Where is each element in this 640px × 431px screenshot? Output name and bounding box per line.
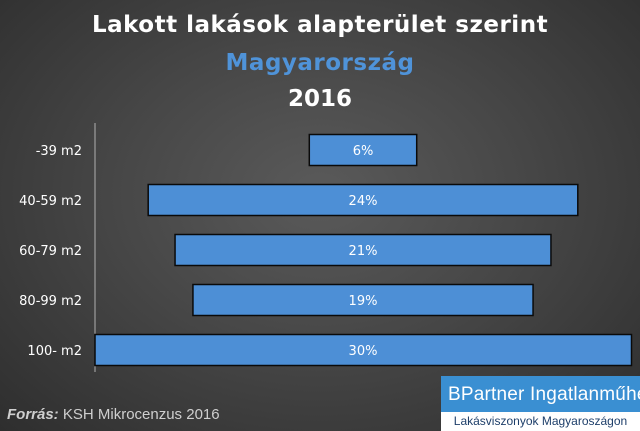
brand-tagline: Lakásviszonyok Magyaroszágon <box>441 412 640 431</box>
bar-3 <box>192 283 534 317</box>
category-label-3: 80-99 m2 <box>19 294 82 309</box>
chart-subtitle-country: Magyarország <box>225 50 415 76</box>
data-label-3: 19% <box>349 294 378 309</box>
source-label: Forrás: <box>7 406 59 423</box>
bar-4 <box>94 333 633 367</box>
source-text: KSH Mikrocenzus 2016 <box>62 406 220 423</box>
category-label-0: -39 m2 <box>36 144 82 159</box>
category-label-4: 100- m2 <box>27 344 82 359</box>
data-label-4: 30% <box>349 344 378 359</box>
chart-title: Lakott lakások alapterület szerint <box>91 12 549 38</box>
data-label-0: 6% <box>353 144 374 159</box>
category-label-2: 60-79 m2 <box>19 244 82 259</box>
bar-2 <box>174 233 552 267</box>
category-label-1: 40-59 m2 <box>19 194 82 209</box>
data-label-1: 24% <box>349 194 378 209</box>
bar-0 <box>308 133 418 167</box>
chart-subtitle-year: 2016 <box>287 86 352 112</box>
source-note: Forrás: KSH Mikrocenzus 2016 <box>7 406 220 423</box>
brand-name: BPartner Ingatlanműhely <box>448 384 640 405</box>
brand-logo: BPartner Ingatlanműhely Lakásviszonyok M… <box>441 376 640 431</box>
bar-1 <box>147 183 579 217</box>
data-label-2: 21% <box>349 244 378 259</box>
